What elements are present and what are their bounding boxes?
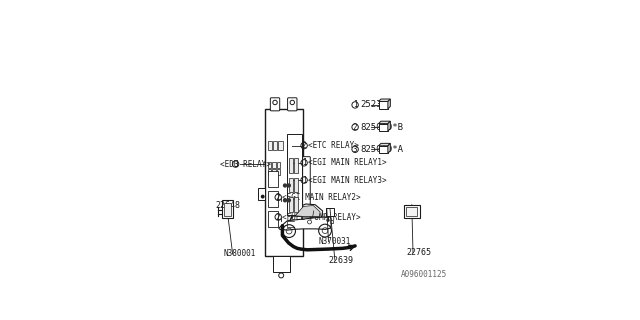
Bar bbox=[268, 162, 271, 168]
Bar bbox=[378, 101, 388, 109]
Text: 1: 1 bbox=[353, 100, 357, 109]
Text: 2: 2 bbox=[302, 141, 307, 150]
Bar bbox=[265, 108, 303, 256]
Bar bbox=[272, 169, 275, 175]
Bar bbox=[276, 169, 280, 175]
Bar bbox=[289, 197, 292, 212]
Text: 25232: 25232 bbox=[360, 100, 387, 109]
Text: A096001125: A096001125 bbox=[401, 270, 447, 279]
Text: N370031: N370031 bbox=[318, 237, 351, 246]
Text: <EGI MAIN RELAY3>: <EGI MAIN RELAY3> bbox=[308, 176, 387, 185]
Text: 22765: 22765 bbox=[407, 248, 432, 257]
Text: 1: 1 bbox=[302, 176, 307, 185]
Text: 2: 2 bbox=[353, 123, 357, 132]
Polygon shape bbox=[388, 99, 390, 109]
Polygon shape bbox=[295, 205, 320, 217]
Bar bbox=[404, 205, 420, 218]
Text: N380001: N380001 bbox=[223, 250, 255, 259]
FancyBboxPatch shape bbox=[270, 98, 280, 111]
Polygon shape bbox=[378, 99, 390, 101]
Polygon shape bbox=[378, 121, 390, 124]
Bar bbox=[278, 141, 283, 150]
Polygon shape bbox=[388, 143, 390, 153]
Text: <EGI MAIN RELAY1>: <EGI MAIN RELAY1> bbox=[308, 158, 387, 167]
Bar bbox=[326, 208, 334, 216]
Text: <FUEL PUMP RELAY>: <FUEL PUMP RELAY> bbox=[282, 212, 360, 221]
Bar bbox=[287, 134, 302, 215]
Bar bbox=[378, 124, 388, 131]
Bar bbox=[268, 211, 278, 227]
Text: 22639: 22639 bbox=[328, 256, 353, 265]
Polygon shape bbox=[378, 143, 390, 146]
Text: <EDU RELAY>: <EDU RELAY> bbox=[220, 160, 271, 169]
Bar bbox=[294, 178, 298, 192]
Circle shape bbox=[287, 199, 291, 202]
Bar bbox=[294, 158, 298, 173]
Text: 3: 3 bbox=[353, 145, 357, 154]
Circle shape bbox=[287, 184, 291, 187]
Bar bbox=[223, 204, 231, 216]
Text: <EGI MAIN RELAY2>: <EGI MAIN RELAY2> bbox=[282, 193, 360, 202]
Bar bbox=[222, 200, 233, 218]
Text: 1: 1 bbox=[302, 158, 307, 167]
Bar bbox=[258, 188, 265, 200]
Bar bbox=[273, 141, 278, 150]
Bar bbox=[268, 169, 271, 175]
Circle shape bbox=[262, 195, 264, 198]
Bar bbox=[294, 197, 298, 212]
Text: 3: 3 bbox=[234, 160, 238, 169]
Polygon shape bbox=[330, 220, 333, 223]
Bar bbox=[272, 162, 275, 168]
Bar bbox=[276, 162, 280, 168]
Bar bbox=[406, 207, 417, 216]
Text: 2: 2 bbox=[276, 212, 280, 221]
Bar bbox=[289, 178, 292, 192]
FancyBboxPatch shape bbox=[303, 157, 310, 225]
Text: 82501D*B: 82501D*B bbox=[360, 123, 404, 132]
Text: 82501D*A: 82501D*A bbox=[360, 145, 404, 154]
Text: 2: 2 bbox=[276, 193, 280, 202]
Circle shape bbox=[284, 184, 287, 187]
Bar bbox=[289, 158, 292, 173]
FancyBboxPatch shape bbox=[287, 98, 297, 111]
Polygon shape bbox=[290, 204, 323, 221]
Text: <ETC RELAY>: <ETC RELAY> bbox=[308, 141, 358, 150]
Bar bbox=[268, 172, 278, 188]
Text: 22648: 22648 bbox=[216, 202, 241, 211]
Circle shape bbox=[284, 199, 287, 202]
Bar bbox=[378, 146, 388, 153]
Bar bbox=[268, 191, 278, 207]
Polygon shape bbox=[388, 121, 390, 131]
Polygon shape bbox=[279, 217, 332, 230]
Bar bbox=[273, 256, 290, 273]
Bar bbox=[268, 141, 272, 150]
